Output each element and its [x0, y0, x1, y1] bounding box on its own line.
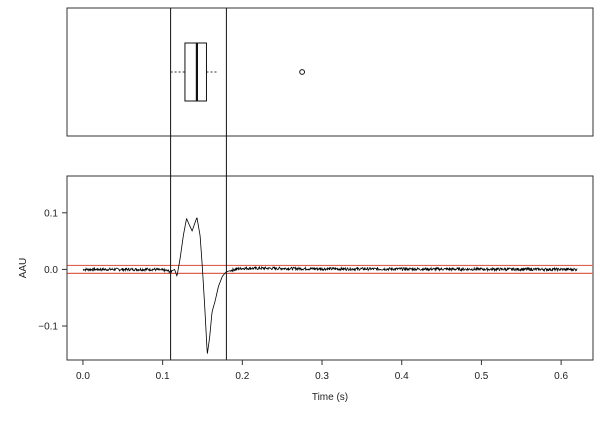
- x-tick-label: 0.5: [474, 371, 488, 382]
- y-axis: −0.1 0.0 0.1: [38, 208, 68, 333]
- x-tick-label: 0.2: [235, 371, 249, 382]
- signal-line: [82, 217, 578, 354]
- outlier-point: [299, 69, 306, 75]
- threshold-lines: [67, 264, 593, 274]
- box-iqr: [184, 42, 207, 102]
- x-tick-label: 0.6: [554, 371, 568, 382]
- boxplot: [170, 42, 306, 102]
- signal-series: [82, 217, 578, 354]
- x-axis: 0.0 0.1 0.2 0.3 0.4 0.5 0.6: [76, 359, 569, 382]
- x-tick-label: 0.4: [395, 371, 409, 382]
- x-tick-label: 0.0: [76, 371, 90, 382]
- y-tick-label: 0.1: [44, 208, 58, 219]
- window-marker-lines: [170, 8, 227, 360]
- x-axis-title: Time (s): [312, 392, 348, 403]
- x-tick-label: 0.1: [156, 371, 170, 382]
- x-tick-label: 0.3: [315, 371, 329, 382]
- boxplot-panel-frame: [66, 7, 594, 137]
- y-tick-label: −0.1: [38, 322, 58, 333]
- y-tick-label: 0.0: [44, 265, 58, 276]
- y-axis-title: AAU: [18, 258, 29, 279]
